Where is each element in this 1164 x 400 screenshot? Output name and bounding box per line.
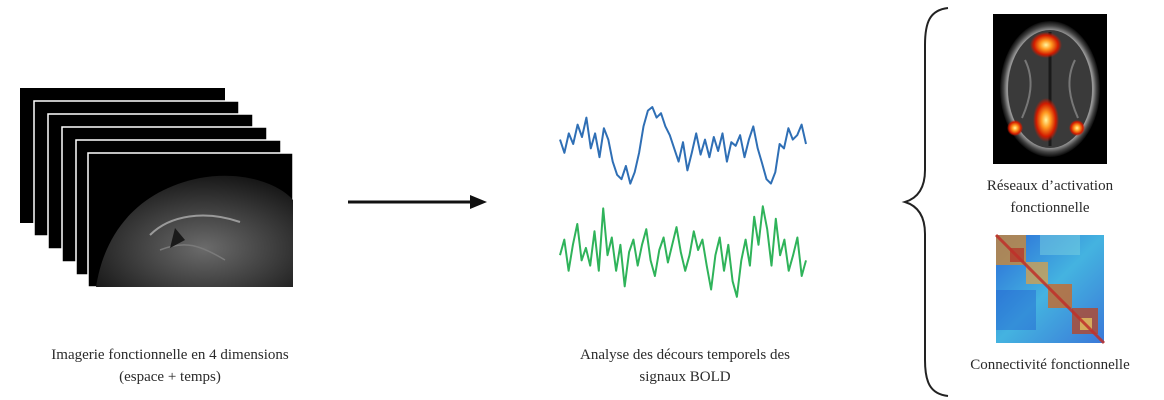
imaging-caption-line2: (espace + temps)	[119, 369, 221, 385]
activation-map-image	[993, 14, 1107, 164]
bold-signal-blue	[559, 106, 807, 185]
bold-signal-green	[559, 205, 807, 298]
signals-caption-line1: Analyse des décours temporels des	[580, 347, 790, 363]
signals-caption: Analyse des décours temporels des signau…	[520, 344, 850, 388]
fmri-front-frame	[87, 152, 294, 288]
activation-caption-line1: Réseaux d’activation	[986, 178, 1114, 194]
activation-caption-line2: fonctionnelle	[1010, 200, 1090, 216]
connectivity-matrix-image	[994, 233, 1106, 345]
connectivity-caption-text: Connectivité fonctionnelle	[970, 357, 1130, 373]
imaging-caption-line1: Imagerie fonctionnelle en 4 dimensions	[51, 347, 289, 363]
imaging-caption: Imagerie fonctionnelle en 4 dimensions (…	[0, 344, 340, 388]
activation-caption: Réseaux d’activation fonctionnelle	[950, 175, 1150, 219]
bold-signal-plot	[559, 106, 807, 298]
signals-caption-line2: signaux BOLD	[639, 369, 731, 385]
connectivity-caption: Connectivité fonctionnelle	[938, 354, 1162, 376]
flow-arrow	[348, 195, 487, 209]
grouping-brace	[901, 7, 949, 397]
fmri-frame-stack	[20, 88, 294, 288]
